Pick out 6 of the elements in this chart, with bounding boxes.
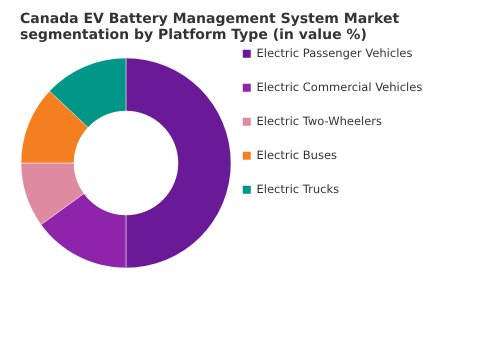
legend-label: Electric Trucks	[256, 182, 340, 196]
legend-label: Electric Passenger Vehicles	[256, 46, 412, 60]
chart-title: Canada EV Battery Management System Market segmentation by Platform Type (in value %)	[20, 11, 400, 43]
legend-label: Electric Buses	[256, 148, 338, 162]
legend-label: Electric Two-Wheelers	[256, 114, 382, 128]
legend-label: Electric Commercial Vehicles	[256, 80, 422, 94]
